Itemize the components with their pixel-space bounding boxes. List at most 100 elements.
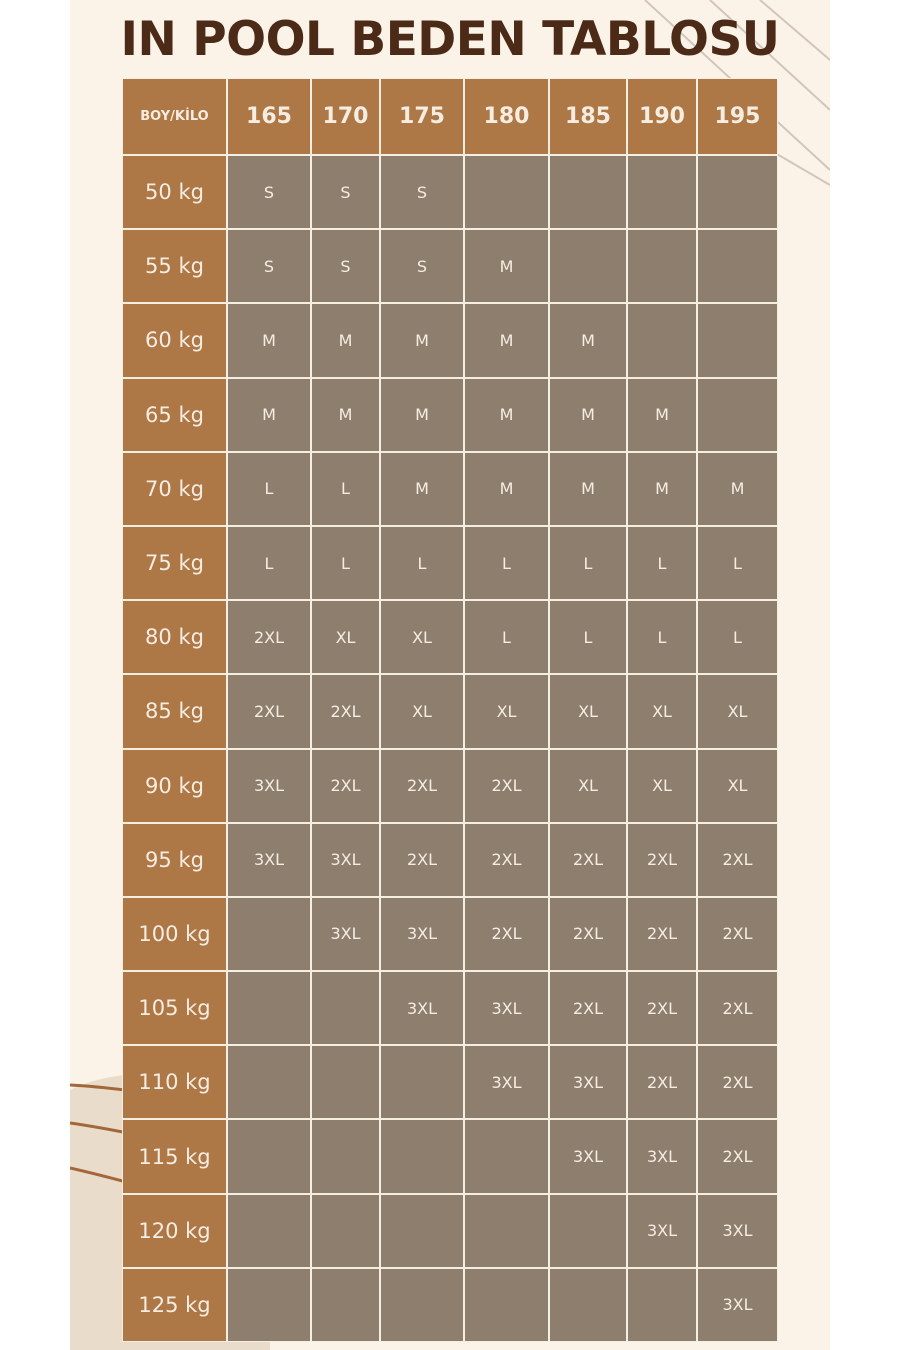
size-cell: M [227, 377, 311, 452]
size-cell: L [227, 451, 311, 526]
size-cell: 2XL [464, 748, 549, 823]
size-cell: 3XL [627, 1119, 697, 1194]
size-cell: XL [380, 600, 464, 675]
size-cell [464, 155, 549, 230]
size-cell [380, 1119, 464, 1194]
size-cell: L [311, 525, 380, 601]
size-cell: 2XL [697, 822, 778, 897]
size-cell: S [227, 229, 311, 304]
size-cell: S [311, 155, 380, 230]
row-weight: 110 kg [122, 1045, 227, 1120]
size-cell [227, 1267, 311, 1342]
size-cell [549, 1193, 627, 1268]
size-cell [311, 1193, 380, 1268]
size-cell [380, 1045, 464, 1120]
size-cell [380, 1193, 464, 1268]
size-cell: M [311, 377, 380, 452]
size-cell: 3XL [549, 1119, 627, 1194]
size-cell: L [697, 525, 778, 601]
size-cell [311, 1267, 380, 1342]
size-cell: 2XL [380, 822, 464, 897]
size-cell [227, 896, 311, 972]
size-cell: XL [627, 674, 697, 749]
size-cell: 2XL [697, 1045, 778, 1120]
row-weight: 115 kg [122, 1119, 227, 1194]
size-cell: S [380, 155, 464, 230]
row-weight: 125 kg [122, 1267, 227, 1342]
size-cell: 2XL [549, 822, 627, 897]
size-cell: M [380, 303, 464, 378]
size-cell: 2XL [464, 896, 549, 972]
size-cell: L [464, 600, 549, 675]
size-cell: 2XL [627, 896, 697, 972]
size-cell: XL [464, 674, 549, 749]
row-weight: 70 kg [122, 451, 227, 526]
size-cell: S [311, 229, 380, 304]
size-cell: 2XL [627, 971, 697, 1046]
size-cell: 2XL [697, 971, 778, 1046]
row-weight: 50 kg [122, 155, 227, 230]
size-cell [227, 1193, 311, 1268]
size-cell: L [549, 525, 627, 601]
size-cell [549, 1267, 627, 1342]
size-cell: XL [549, 748, 627, 823]
size-cell: 3XL [464, 971, 549, 1046]
size-cell [697, 303, 778, 378]
size-cell: XL [311, 600, 380, 675]
size-cell: 3XL [380, 896, 464, 972]
size-cell: M [311, 303, 380, 378]
size-cell: M [464, 377, 549, 452]
size-cell [227, 971, 311, 1046]
row-weight: 75 kg [122, 525, 227, 601]
size-cell: 2XL [311, 674, 380, 749]
size-cell: 2XL [627, 822, 697, 897]
size-cell: 2XL [227, 600, 311, 675]
size-cell: 2XL [464, 822, 549, 897]
size-cell [697, 377, 778, 452]
size-cell: M [464, 451, 549, 526]
size-cell: 2XL [311, 748, 380, 823]
size-cell: L [627, 525, 697, 601]
size-cell: 3XL [464, 1045, 549, 1120]
size-cell: M [627, 377, 697, 452]
size-cell [464, 1193, 549, 1268]
size-cell [627, 229, 697, 304]
row-weight: 55 kg [122, 229, 227, 304]
row-weight: 60 kg [122, 303, 227, 378]
row-weight: 100 kg [122, 896, 227, 972]
size-cell: M [697, 451, 778, 526]
size-cell: M [549, 303, 627, 378]
size-cell: XL [627, 748, 697, 823]
size-cell [549, 155, 627, 230]
size-cell: 2XL [697, 896, 778, 972]
size-cell: 3XL [227, 748, 311, 823]
size-cell: XL [697, 674, 778, 749]
size-cell [627, 1267, 697, 1342]
size-cell: L [464, 525, 549, 601]
size-cell: 2XL [627, 1045, 697, 1120]
size-cell: S [227, 155, 311, 230]
size-cell: 2XL [380, 748, 464, 823]
size-cell [380, 1267, 464, 1342]
size-cell [549, 229, 627, 304]
size-cell [697, 155, 778, 230]
size-cell: 3XL [697, 1267, 778, 1342]
size-cell: M [464, 229, 549, 304]
row-weight: 65 kg [122, 377, 227, 452]
header-height: 190 [627, 78, 697, 155]
row-weight: 105 kg [122, 971, 227, 1046]
size-cell: M [549, 377, 627, 452]
size-cell: XL [380, 674, 464, 749]
size-cell [227, 1119, 311, 1194]
size-cell [311, 1045, 380, 1120]
header-height: 185 [549, 78, 627, 155]
size-cell: L [227, 525, 311, 601]
row-weight: 90 kg [122, 748, 227, 823]
size-cell [227, 1045, 311, 1120]
size-cell: L [380, 525, 464, 601]
size-cell: 3XL [549, 1045, 627, 1120]
size-cell: M [380, 377, 464, 452]
size-cell: 2XL [697, 1119, 778, 1194]
header-height: 170 [311, 78, 380, 155]
size-cell: XL [697, 748, 778, 823]
